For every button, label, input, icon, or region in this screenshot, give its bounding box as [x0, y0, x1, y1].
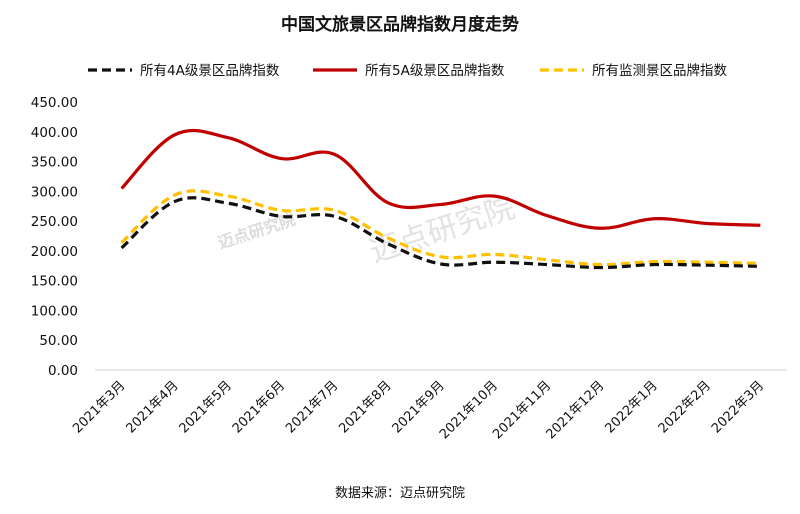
x-tick-label: 2021年7月 — [283, 378, 341, 436]
x-tick-label: 2022年1月 — [603, 378, 661, 436]
y-tick-label: 400.00 — [31, 125, 78, 141]
y-tick-label: 200.00 — [31, 244, 78, 260]
x-tick-label: 2022年2月 — [656, 378, 714, 436]
x-tick-label: 2021年9月 — [390, 378, 448, 436]
series-line — [120, 196, 761, 270]
series-line — [120, 128, 761, 230]
x-tick-label: 2021年3月 — [70, 378, 128, 436]
x-tick-label: 2021年5月 — [177, 378, 235, 436]
chart-title: 中国文旅景区品牌指数月度走势 — [281, 15, 519, 35]
x-tick-label: 2021年6月 — [230, 378, 288, 436]
legend-label: 所有监测景区品牌指数 — [592, 62, 727, 79]
y-tick-label: 50.00 — [39, 333, 78, 349]
x-tick-label: 2021年4月 — [123, 378, 181, 436]
y-tick-label: 300.00 — [31, 184, 78, 200]
series-line — [120, 189, 761, 267]
x-tick-label: 2022年3月 — [709, 378, 767, 436]
legend-label: 所有4A级景区品牌指数 — [140, 62, 280, 79]
y-tick-label: 150.00 — [31, 274, 78, 290]
y-tick-label: 100.00 — [31, 303, 78, 319]
y-tick-label: 450.00 — [31, 95, 78, 111]
legend-label: 所有5A级景区品牌指数 — [365, 62, 505, 79]
x-tick-label: 2021年8月 — [336, 378, 394, 436]
y-tick-label: 250.00 — [31, 214, 78, 230]
y-tick-label: 0.00 — [48, 363, 78, 379]
data-source: 数据来源：迈点研究院 — [334, 486, 465, 501]
y-tick-label: 350.00 — [31, 155, 78, 171]
